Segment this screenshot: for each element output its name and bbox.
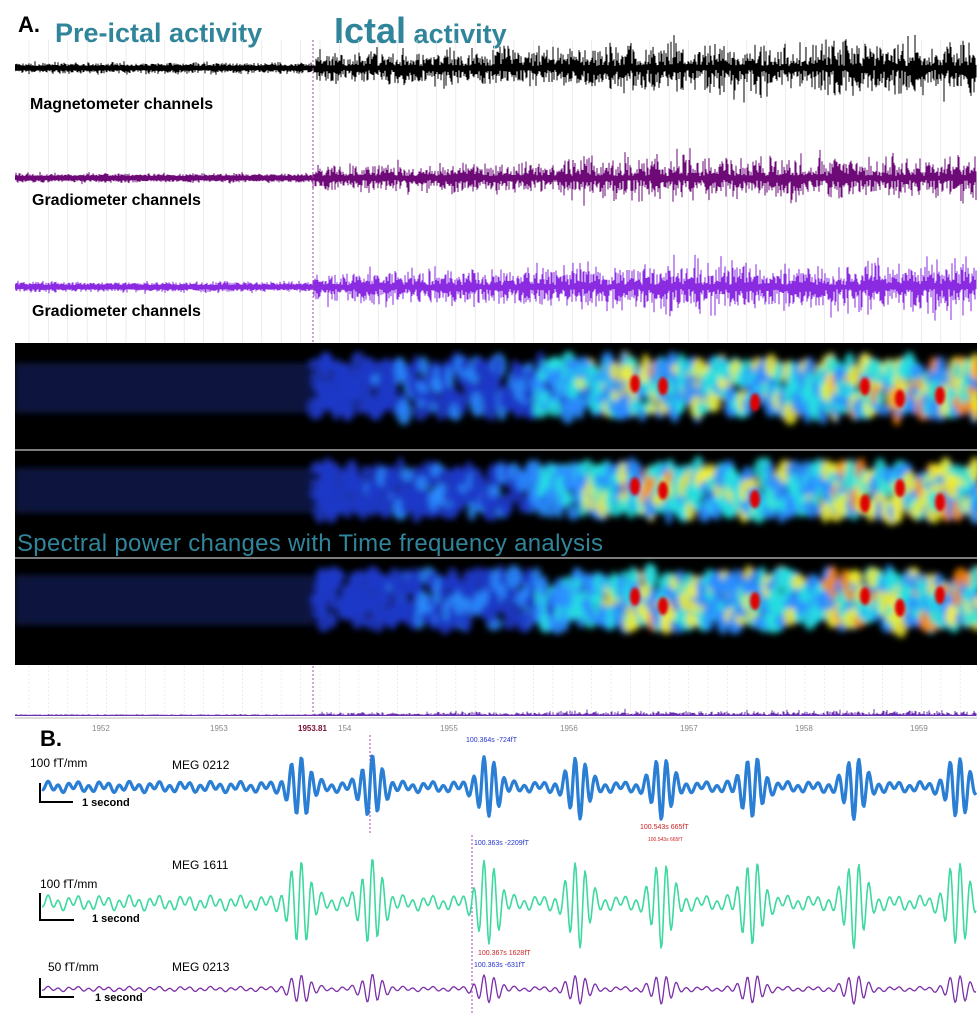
waveform-trace [15,254,977,321]
spectrogram-block [15,343,977,665]
channel-label-gradiometer-2: Gradiometer channels [32,303,201,320]
power-envelope [15,708,977,716]
scale-bar-1611 [39,893,74,921]
zoomed-traces [39,735,977,1014]
channel-name-0212: MEG 0212 [172,758,230,772]
annotation-1611-top: 100.363s -2209fT [474,840,529,847]
time-label-0213: 1 second [95,992,143,1004]
spectral-caption: Spectral power changes with Time frequen… [17,530,604,557]
annotation-0212-bottom: 100.543s 665fT [640,824,689,831]
scale-bar-0212 [39,783,73,803]
time-tick-label: 1956 [560,724,578,733]
annotation-0212-top: 100.364s -724fT [466,737,517,744]
time-frequency-spectrograms [15,350,977,638]
panel-a-letter: A. [18,12,40,37]
channel-label-magnetometer: Magnetometer channels [30,96,214,113]
scale-label-0213: 50 fT/mm [48,960,99,974]
annotation-1611-bottom: 100.367s 1628fT [478,950,531,957]
time-label-1611: 1 second [92,913,140,925]
channel-name-1611: MEG 1611 [172,858,229,872]
preictal-title: Pre-ictal activity [55,18,263,48]
time-label-0212: 1 second [82,797,130,809]
time-tick-label: 1953.81 [298,724,327,733]
waveform-trace [15,148,977,206]
meg-trace [41,858,977,949]
time-tick-label: 1958 [795,724,813,733]
annotation-0213-top: 100.363s -631fT [474,962,525,969]
channel-label-gradiometer-1: Gradiometer channels [32,192,201,209]
scale-label-1611: 100 fT/mm [40,877,98,891]
meg-waveforms [15,35,977,321]
time-tick-label: 1952 [92,724,110,733]
envelope-strip [15,666,977,719]
waveform-trace [15,35,977,103]
time-tick-label: 154 [338,724,352,733]
scale-bar-0213 [39,978,74,998]
panel-b-letter: B. [40,726,62,751]
ictal-title: Ictal activity [334,10,507,51]
time-tick-label: 1959 [910,724,928,733]
meg-trace [41,754,977,821]
time-tick-label: 1953 [210,724,228,733]
scale-label-0212: 100 fT/mm [30,756,88,770]
annotation-0212-bottom-2: 100.543s 665fT [648,837,683,843]
time-tick-label: 1955 [440,724,458,733]
meg-waveform-strip [15,35,977,345]
time-tick-label: 1957 [680,724,698,733]
channel-name-0213: MEG 0213 [172,960,230,974]
meg-trace [41,973,977,1005]
